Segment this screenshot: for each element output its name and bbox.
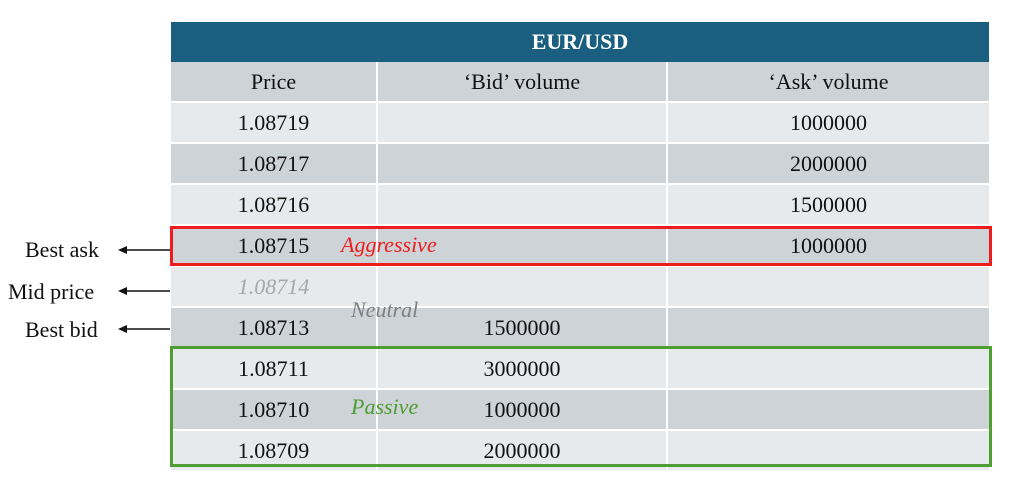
best-bid-row: 1.08713 1500000 — [171, 307, 989, 349]
price-cell: 1.08711 — [171, 348, 378, 390]
price-cell: 1.08713 — [171, 307, 378, 349]
best-bid-arrow-icon — [118, 325, 170, 333]
mid-price-label: Mid price — [8, 279, 95, 304]
table-row: 1.08717 2000000 — [171, 143, 989, 185]
table-row: 1.08710 1000000 — [171, 389, 989, 431]
aggressive-highlight-box — [170, 226, 992, 266]
bid-cell — [377, 184, 668, 226]
ask-cell: 1500000 — [667, 184, 989, 226]
ask-cell: 1000000 — [667, 102, 989, 144]
best-ask-row: 1.08715 1000000 — [171, 225, 989, 267]
bid-cell: 3000000 — [377, 348, 668, 390]
ask-cell: 1000000 — [667, 225, 989, 267]
best-bid-label: Best bid — [25, 317, 98, 342]
bid-cell: 1000000 — [377, 389, 668, 431]
ask-cell — [667, 348, 989, 390]
price-cell: 1.08714 — [171, 266, 378, 308]
mid-price-arrow-icon — [118, 287, 170, 295]
bid-cell — [377, 102, 668, 144]
price-cell: 1.08715 — [171, 225, 378, 267]
price-cell: 1.08717 — [171, 143, 378, 185]
header-row: Price ‘Bid’ volume ‘Ask’ volume — [171, 62, 989, 103]
passive-tag: Passive — [351, 394, 419, 419]
mid-price-row: 1.08714 — [171, 266, 989, 308]
ask-cell: 2000000 — [667, 143, 989, 185]
bid-cell — [377, 225, 668, 267]
table-row: 1.08719 1000000 — [171, 102, 989, 144]
bid-volume-header: ‘Bid’ volume — [377, 62, 668, 103]
table-row: 1.08716 1500000 — [171, 184, 989, 226]
aggressive-tag: Aggressive — [341, 232, 437, 257]
ask-cell — [667, 307, 989, 349]
best-ask-arrow-icon — [118, 246, 170, 254]
bid-cell — [377, 143, 668, 185]
price-cell: 1.08716 — [171, 184, 378, 226]
ask-cell — [667, 266, 989, 308]
ask-cell — [667, 389, 989, 431]
bid-cell — [377, 266, 668, 308]
table-title: EUR/USD — [171, 22, 989, 62]
price-cell: 1.08719 — [171, 102, 378, 144]
price-header: Price — [171, 62, 378, 103]
best-ask-label: Best ask — [25, 237, 99, 262]
neutral-tag: Neutral — [351, 297, 419, 322]
passive-highlight-box — [170, 346, 992, 467]
price-cell: 1.08710 — [171, 389, 378, 431]
table-row: 1.08711 3000000 — [171, 348, 989, 390]
ask-volume-header: ‘Ask’ volume — [667, 62, 989, 103]
bid-cell: 1500000 — [377, 307, 668, 349]
